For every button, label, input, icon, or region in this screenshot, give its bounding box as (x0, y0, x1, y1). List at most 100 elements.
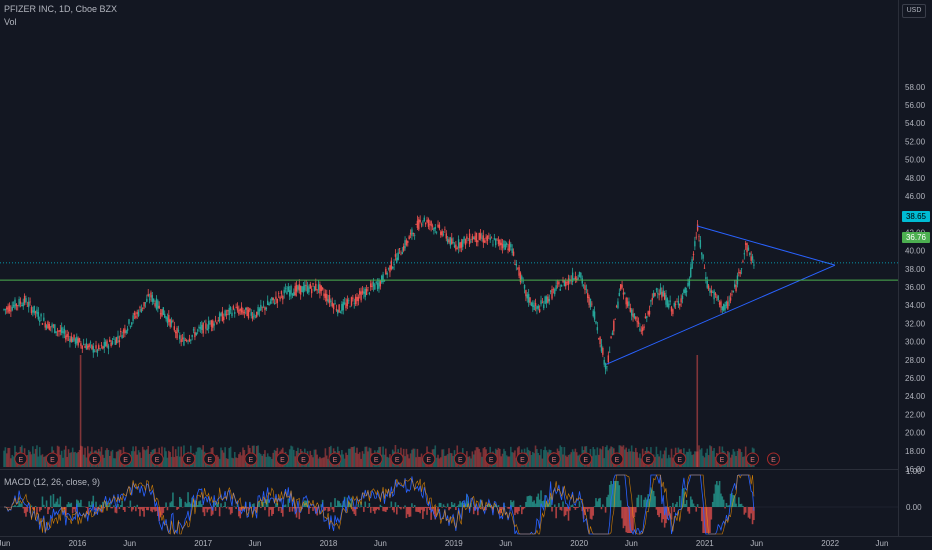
macd-histogram-bar (295, 507, 298, 518)
triangle-trendline[interactable] (697, 225, 836, 266)
earnings-marker[interactable] (715, 452, 729, 466)
drawing-lines[interactable] (0, 225, 898, 365)
earnings-marker[interactable] (203, 452, 217, 466)
candle-body (183, 337, 185, 346)
candle-body (442, 234, 445, 235)
macd-histogram-bar (437, 507, 439, 511)
earnings-marker[interactable] (182, 452, 196, 466)
candle-body (121, 335, 123, 339)
candle-body (324, 293, 327, 298)
earnings-marker[interactable] (390, 452, 404, 466)
price-tick-label: 22.00 (905, 410, 926, 419)
candle-body (310, 288, 313, 294)
earnings-marker[interactable] (673, 452, 687, 466)
earnings-marker[interactable] (484, 452, 498, 466)
macd-histogram-bar (525, 501, 527, 507)
macd-histogram-bar (449, 507, 452, 509)
earnings-marker[interactable] (766, 452, 780, 466)
candle-body (308, 287, 310, 293)
macd-histogram-bar (202, 507, 204, 513)
candle-body (379, 281, 382, 287)
candle-body (714, 293, 717, 295)
candle-body (264, 306, 266, 311)
earnings-marker[interactable] (119, 452, 133, 466)
earnings-marker[interactable] (45, 452, 59, 466)
volume-bar (444, 456, 446, 467)
earnings-marker[interactable] (610, 452, 624, 466)
macd-histogram-bar (247, 507, 250, 511)
macd-legend[interactable]: MACD (12, 26, close, 9) (4, 477, 101, 487)
candle-body (470, 241, 472, 243)
candle-body (124, 328, 126, 334)
price-tick-label: 24.00 (905, 392, 926, 401)
macd-histogram-bar (375, 507, 378, 511)
candle-body (306, 285, 309, 293)
volume-bar (405, 448, 408, 467)
earnings-marker[interactable] (369, 452, 383, 466)
volume-bar (137, 450, 140, 467)
candle-body (14, 299, 16, 309)
macd-histogram-bar (533, 500, 535, 507)
candle-body (282, 295, 284, 300)
volume-legend[interactable]: Vol (4, 17, 17, 27)
earnings-marker[interactable] (579, 452, 593, 466)
macd-histogram-bar (652, 490, 655, 507)
macd-histogram-bar (32, 507, 34, 510)
earnings-marker[interactable] (746, 452, 760, 466)
candle-body (224, 310, 226, 316)
candle-body (87, 345, 89, 349)
earnings-marker[interactable] (88, 452, 102, 466)
earnings-marker[interactable] (150, 452, 164, 466)
candle-body (489, 237, 491, 241)
candle-body (581, 278, 583, 284)
volume-bar (629, 451, 632, 467)
earnings-marker[interactable] (641, 452, 655, 466)
volume-bar (437, 454, 439, 467)
triangle-trendline[interactable] (606, 264, 836, 365)
macd-histogram-bar (327, 507, 329, 512)
candle-body (742, 261, 744, 262)
macd-histogram-bar (569, 507, 571, 511)
macd-histogram-bar (687, 507, 689, 512)
volume-bar (639, 453, 641, 467)
volume-bar (732, 449, 735, 467)
volume-bar (110, 451, 112, 467)
candle-body (475, 232, 478, 243)
earnings-marker[interactable] (296, 452, 310, 466)
macd-histogram-bar (566, 507, 568, 512)
candle-body (140, 308, 143, 313)
earnings-marker[interactable] (453, 452, 467, 466)
volume-bar (364, 446, 367, 467)
candle-body (298, 284, 300, 291)
earnings-marker[interactable] (328, 452, 342, 466)
earnings-marker[interactable] (515, 452, 529, 466)
earnings-marker[interactable] (422, 452, 436, 466)
earnings-marker[interactable] (275, 452, 289, 466)
currency-badge[interactable]: USD (902, 4, 926, 18)
volume-spike (696, 355, 699, 467)
volume-bar (566, 456, 568, 467)
macd-histogram-bar (713, 493, 715, 507)
earnings-marker[interactable] (244, 452, 258, 466)
candle-body (521, 276, 523, 280)
candle-body (305, 285, 307, 287)
earnings-marker[interactable] (14, 452, 28, 466)
macd-histogram-bar (126, 506, 129, 507)
volume-bar (449, 452, 452, 467)
symbol-title[interactable]: PFIZER INC, 1D, Cboe BZX (4, 4, 118, 14)
candle-body (463, 236, 465, 241)
candle-body (229, 307, 232, 310)
candle-body (412, 233, 414, 234)
candle-body (106, 340, 108, 347)
volume-bar (162, 457, 165, 467)
time-axis[interactable]: Jun 2016 Jun 2017 Jun 2018 Jun 2019 Jun 2020 Jun 20… (0, 539, 888, 548)
macd-histogram-bar (283, 505, 285, 507)
candle-body (326, 294, 328, 301)
earnings-marker[interactable] (547, 452, 561, 466)
volume-bar (60, 450, 63, 467)
candle-body (190, 339, 192, 341)
volume-bar (221, 450, 224, 467)
volume-bar (729, 457, 732, 467)
